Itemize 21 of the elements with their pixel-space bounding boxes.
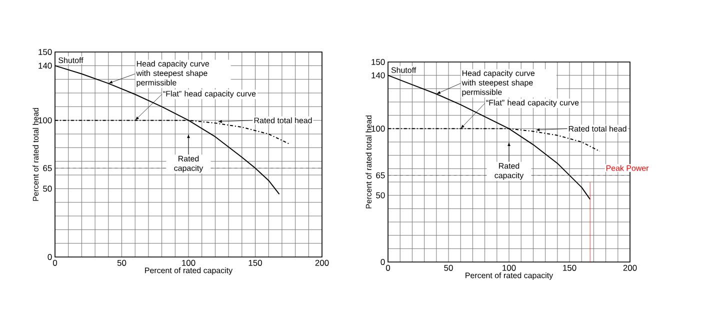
y-tick-label: 0 (48, 254, 52, 260)
x-tick-label: 100 (502, 264, 516, 271)
x-tick-label: 0 (386, 264, 390, 271)
x-tick-label: 50 (444, 264, 453, 271)
y-tick-label: 50 (376, 192, 385, 198)
y-tick-label: 65 (43, 165, 52, 172)
x-tick-label: 50 (117, 260, 126, 266)
y-tick-label: 100 (372, 126, 385, 132)
y-tick-label: 150 (372, 59, 385, 65)
y-tick-label: 150 (38, 49, 52, 55)
y-tick-label: 140 (38, 62, 52, 69)
y-tick-label: 65 (376, 172, 385, 178)
x-tick-label: 0 (52, 260, 58, 266)
x-tick-label: 200 (315, 260, 329, 266)
y-tick-label: 140 (372, 72, 385, 78)
x-tick-label: 150 (563, 264, 576, 271)
y-tick-label: 100 (38, 117, 52, 124)
x-tick-label: 100 (182, 260, 196, 266)
x-tick-label: 150 (248, 260, 262, 266)
x-tick-label: 200 (623, 264, 637, 271)
y-tick-label: 50 (43, 186, 52, 192)
